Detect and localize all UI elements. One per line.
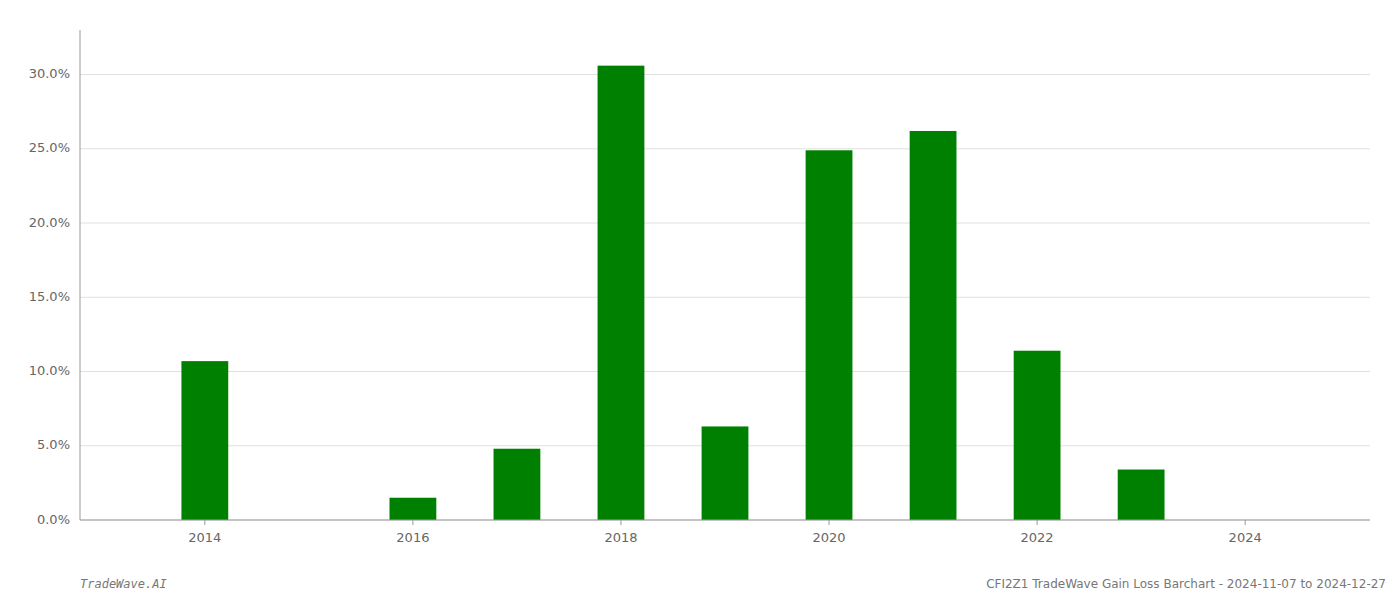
grid-line [80,74,1370,75]
y-tick-label: 20.0% [29,215,70,230]
y-tick-label: 0.0% [37,512,70,527]
bar [389,498,436,520]
x-tick [412,520,413,525]
grid-line [80,148,1370,149]
grid-line [80,223,1370,224]
y-tick-label: 10.0% [29,363,70,378]
bar [1014,351,1061,520]
grid-line [80,520,1370,521]
chart-container: 0.0%5.0%10.0%15.0%20.0%25.0%30.0%2014201… [0,0,1400,600]
x-tick [1245,520,1246,525]
bar [806,150,853,520]
bar [181,361,228,520]
x-tick-label: 2018 [604,530,637,545]
y-tick-label: 5.0% [37,437,70,452]
footer-left: TradeWave.AI [80,577,167,591]
bar [494,449,541,520]
x-tick [204,520,205,525]
bar [702,426,749,520]
bar [910,131,957,520]
x-tick-labels: 2014 2016 2018 2020 2022 2024 [188,530,1261,545]
y-tick-label: 30.0% [29,66,70,81]
x-tick [620,520,621,525]
grid [80,75,1370,520]
x-tick [829,520,830,525]
x-tick-label: 2024 [1229,530,1262,545]
grid-line [80,371,1370,372]
x-tick [1037,520,1038,525]
x-tick-label: 2020 [812,530,845,545]
bar [598,66,645,520]
x-tick-label: 2014 [188,530,221,545]
bars [181,66,1164,520]
y-tick-label: 25.0% [29,140,70,155]
axes [80,30,1370,525]
grid-line [80,297,1370,298]
x-tick-label: 2016 [396,530,429,545]
footer-right: CFI2Z1 TradeWave Gain Loss Barchart - 20… [986,577,1386,591]
y-axis-line [80,30,81,520]
x-axis-line [80,520,1370,521]
y-tick-labels: 0.0% 5.0% 10.0% 15.0% 20.0% 25.0% 30.0% [29,66,70,526]
bar [1118,470,1165,520]
y-tick-label: 15.0% [29,289,70,304]
chart-svg: 0.0%5.0%10.0%15.0%20.0%25.0%30.0%2014201… [0,0,1400,600]
x-tick-label: 2022 [1021,530,1054,545]
